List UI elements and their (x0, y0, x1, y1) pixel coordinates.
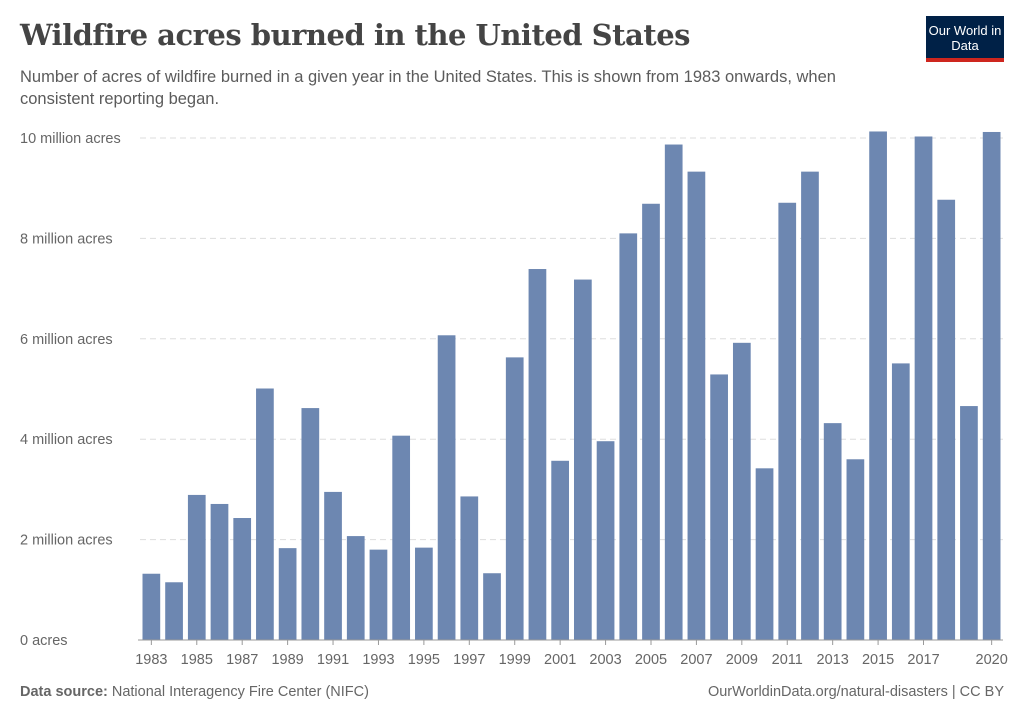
bar-1987 (233, 518, 252, 640)
y-tick-label: 8 million acres (20, 231, 113, 247)
bar-1993 (369, 549, 388, 640)
bar-1986 (210, 503, 229, 640)
x-tick-label: 2009 (726, 652, 758, 668)
bar-1999 (505, 357, 524, 640)
x-tick-label: 1997 (453, 652, 485, 668)
bar-1995 (415, 547, 433, 640)
bar-1983 (142, 573, 161, 640)
bar-2005 (642, 203, 660, 640)
bar-1997 (460, 496, 479, 640)
bar-2018 (937, 199, 956, 640)
bar-2012 (801, 171, 819, 640)
bar-2019 (960, 406, 978, 640)
bar-2009 (732, 342, 751, 640)
bar-2010 (755, 468, 774, 640)
bar-2015 (869, 131, 887, 640)
chart-title: Wildfire acres burned in the United Stat… (20, 18, 690, 52)
bar-2013 (823, 423, 842, 640)
bar-1994 (392, 435, 411, 640)
bar-1996 (437, 335, 456, 640)
x-tick-label: 1995 (408, 652, 440, 668)
x-tick-label: 2020 (976, 652, 1008, 668)
y-tick-label: 0 acres (20, 633, 68, 649)
x-tick-label: 1983 (135, 652, 167, 668)
bar-1998 (483, 573, 501, 640)
source-text: National Interagency Fire Center (NIFC) (107, 684, 369, 700)
x-tick-label: 2003 (589, 652, 621, 668)
bar-2003 (596, 441, 615, 640)
x-tick-label: 2011 (772, 652, 803, 668)
x-tick-label: 2015 (862, 652, 894, 668)
x-tick-label: 2005 (635, 652, 667, 668)
y-tick-label: 4 million acres (20, 432, 113, 448)
x-tick-label: 2001 (544, 652, 576, 668)
source-label: Data source: (20, 684, 108, 700)
bar-1988 (256, 388, 274, 640)
x-tick-label: 1991 (317, 652, 349, 668)
x-tick-label: 1985 (181, 652, 213, 668)
y-tick-label: 6 million acres (20, 332, 113, 348)
bar-2020 (982, 131, 1001, 640)
x-tick-label: 2013 (817, 652, 849, 668)
x-tick-label: 1993 (362, 652, 394, 668)
y-tick-label: 2 million acres (20, 533, 113, 549)
bar-2000 (528, 269, 547, 640)
bar-1985 (187, 494, 206, 640)
bar-2016 (891, 363, 910, 640)
chart-subtitle: Number of acres of wildfire burned in a … (20, 68, 836, 108)
bar-2002 (573, 279, 592, 640)
footer-link[interactable]: OurWorldinData.org/natural-disasters | C… (707, 684, 1004, 700)
x-tick-label: 1989 (271, 652, 303, 668)
x-tick-label: 1987 (226, 652, 258, 668)
x-tick-label: 1999 (499, 652, 531, 668)
bar-1989 (278, 548, 297, 640)
bar-2017 (914, 136, 933, 640)
bar-1991 (324, 491, 342, 640)
x-tick-label: 2007 (680, 652, 712, 668)
x-tick-label: 2017 (907, 652, 939, 668)
bar-2011 (778, 202, 797, 640)
bar-1990 (301, 408, 320, 640)
bar-2007 (687, 171, 706, 640)
bar-1984 (165, 582, 183, 640)
bar-2008 (710, 374, 728, 640)
owid-logo[interactable]: Our World in Data (926, 16, 1004, 62)
bar-2004 (619, 233, 638, 640)
bar-2014 (846, 459, 865, 640)
y-tick-label: 10 million acres (20, 131, 121, 147)
bar-1992 (346, 536, 365, 640)
bar-2001 (551, 460, 570, 640)
data-source: Data source: National Interagency Fire C… (20, 684, 369, 700)
bar-2006 (664, 144, 683, 640)
